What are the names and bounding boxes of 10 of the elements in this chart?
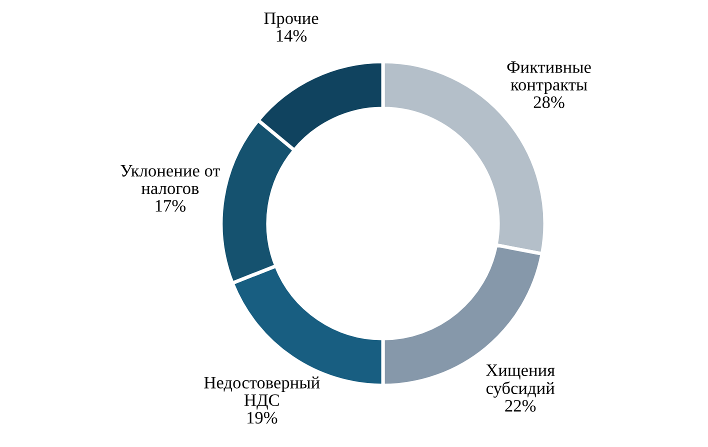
- slice-label: Прочие: [264, 12, 318, 28]
- slice-label: Фиктивные контракты: [507, 61, 591, 94]
- data-label: 19%: [248, 412, 278, 424]
- data-label: 22%: [505, 400, 536, 412]
- data-label: 28%: [534, 96, 564, 108]
- data-label: 14%: [276, 30, 307, 42]
- slice-label: Недостоверный НДС: [204, 376, 320, 410]
- slice-label: Уклонение от налогов: [120, 165, 220, 194]
- data-label: 17%: [156, 200, 186, 212]
- slice-label: Хищения субсидий: [486, 364, 555, 398]
